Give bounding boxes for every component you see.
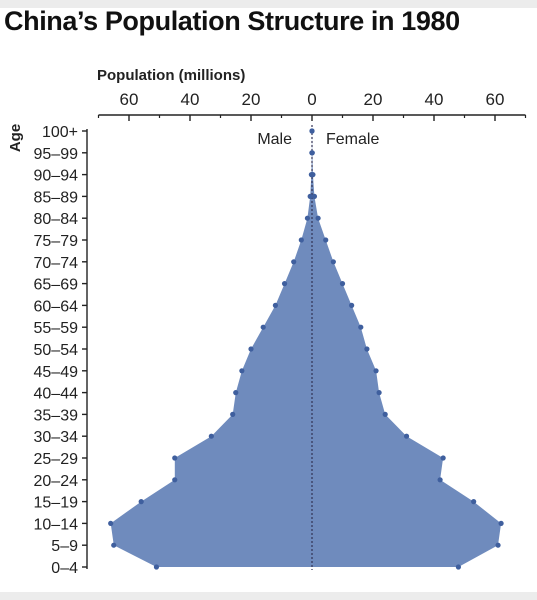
x-tick-label: 60 [120, 90, 139, 109]
male-point [233, 390, 239, 396]
male-point [172, 455, 178, 461]
female-point [471, 499, 477, 505]
female-point [437, 477, 443, 483]
data-points [108, 128, 504, 570]
female-point [403, 433, 410, 439]
female-point [349, 302, 355, 308]
y-tick-label: 20–24 [34, 473, 79, 490]
male-point [298, 237, 304, 243]
y-axis-label: Age [7, 124, 24, 152]
female-point [455, 564, 461, 570]
female-point [440, 455, 446, 461]
x-axis-label: Population (millions) [97, 67, 245, 84]
female-point [310, 172, 316, 178]
female-point [358, 324, 364, 330]
y-tick-label: 75–79 [34, 233, 79, 250]
x-tick-label: 40 [181, 90, 200, 109]
male-point [153, 564, 160, 570]
y-tick-label: 50–54 [34, 342, 79, 359]
male-area [110, 131, 312, 567]
y-tick-label: 10–14 [34, 516, 79, 533]
y-tick-label: 15–19 [34, 495, 79, 512]
female-point [382, 411, 388, 417]
y-tick-label: 90–94 [34, 168, 79, 185]
male-point [304, 215, 311, 221]
male-point [291, 259, 297, 265]
x-tick-label: 40 [425, 90, 444, 109]
x-tick-label: 20 [242, 90, 261, 109]
y-tick-label: 100+ [42, 124, 78, 141]
y-tick-label: 65–69 [34, 277, 79, 294]
labels: 60 40 20 0 20 40 60 Population (millions) 0–4 5–9… [7, 67, 504, 577]
female-point [339, 281, 346, 287]
female-point [309, 150, 315, 156]
male-point [208, 433, 214, 439]
male-point [172, 477, 178, 483]
female-point [364, 346, 370, 352]
y-tick-label: 95–99 [34, 146, 79, 163]
y-tick-label: 70–74 [34, 255, 79, 272]
y-tick-label: 35–39 [34, 407, 79, 424]
female-area [312, 131, 502, 567]
male-point [260, 324, 266, 330]
female-point [498, 520, 504, 527]
female-point [309, 128, 315, 134]
female-point [330, 259, 336, 265]
female-point [311, 193, 318, 199]
female-point [315, 215, 321, 221]
male-point [248, 346, 254, 352]
x-tick-label: 60 [486, 90, 505, 109]
chart-title: China’s Population Structure in 1980 [4, 6, 460, 36]
male-point [281, 281, 288, 287]
axes [82, 114, 527, 570]
y-tick-label: 5–9 [51, 538, 78, 555]
pyramid-areas [110, 131, 502, 567]
male-point [307, 193, 313, 199]
male-point [108, 520, 114, 527]
female-point [373, 368, 379, 374]
legend-female-label: Female [326, 131, 379, 148]
legend-male-label: Male [257, 131, 292, 148]
male-point [138, 499, 144, 505]
x-tick-label: 0 [307, 90, 316, 109]
male-point [272, 302, 278, 308]
y-tick-label: 30–34 [34, 429, 79, 446]
y-tick-label: 55–59 [34, 320, 79, 337]
female-point [323, 237, 329, 243]
male-point [239, 368, 245, 374]
y-tick-label: 25–29 [34, 451, 79, 468]
female-point [495, 542, 501, 548]
y-tick-label: 80–84 [34, 211, 79, 228]
male-point [111, 542, 117, 548]
female-point [376, 390, 382, 396]
y-tick-label: 40–44 [34, 386, 79, 403]
x-tick-label: 20 [364, 90, 383, 109]
y-tick-label: 60–64 [34, 298, 79, 315]
y-tick-label: 0–4 [51, 560, 78, 577]
y-tick-label: 85–89 [34, 189, 79, 206]
male-point [230, 411, 236, 417]
y-tick-label: 45–49 [34, 364, 79, 381]
